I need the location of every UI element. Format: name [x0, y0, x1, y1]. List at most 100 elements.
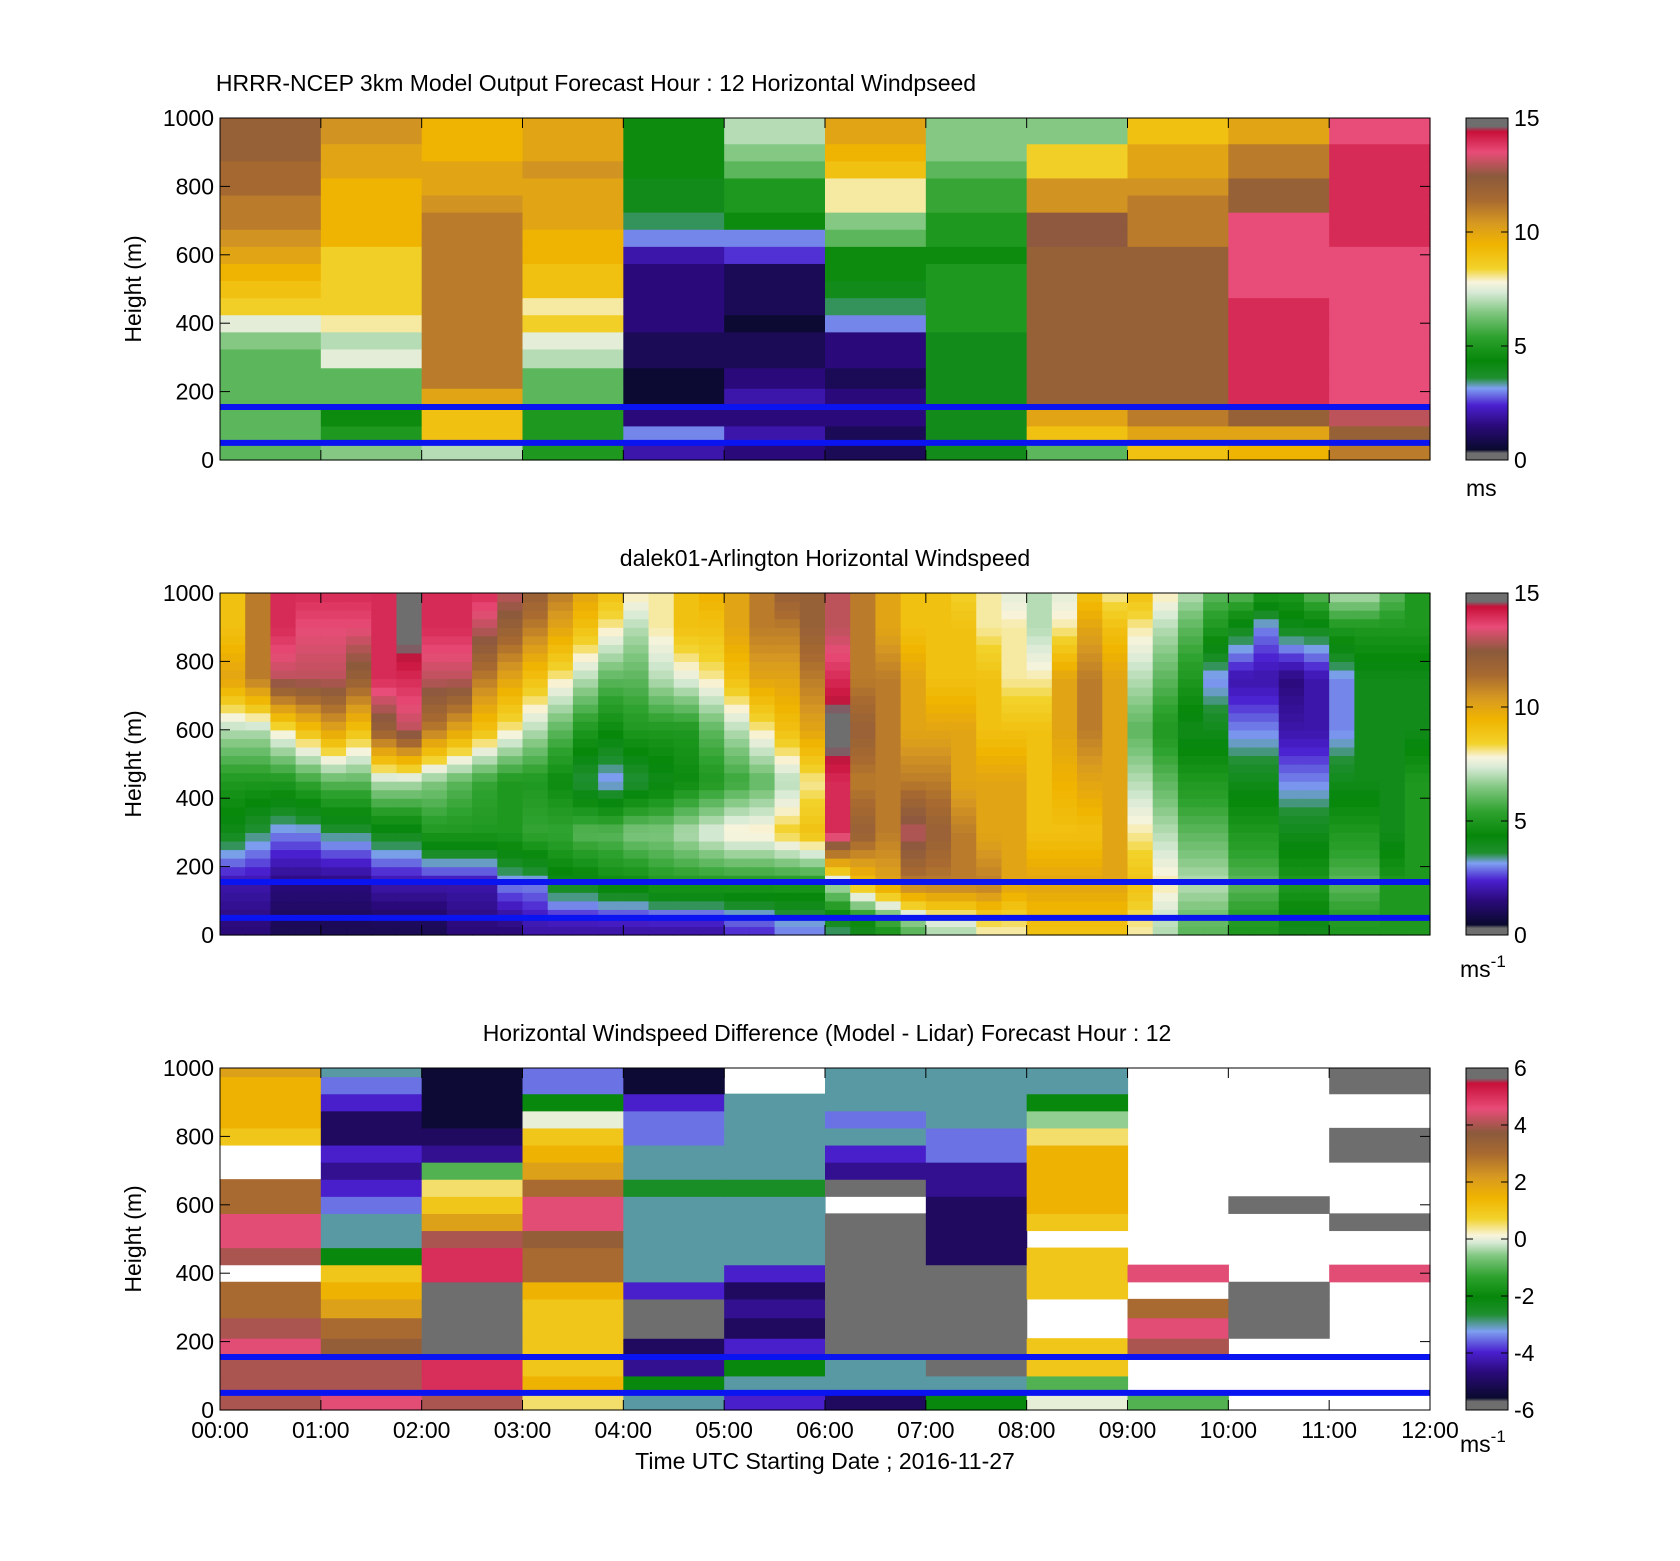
heatmap-cell	[497, 661, 524, 671]
heatmap-cell	[976, 618, 1003, 628]
heatmap-cell	[698, 781, 725, 791]
heatmap-cell	[648, 806, 675, 816]
heatmap-cell	[749, 764, 776, 774]
heatmap-cell	[371, 712, 398, 722]
heatmap-cell	[421, 823, 448, 833]
heatmap-cell	[1102, 781, 1129, 791]
heatmap-cell	[1127, 926, 1154, 936]
heatmap-cell	[245, 669, 272, 680]
heatmap-cell	[371, 687, 398, 697]
heatmap-cell	[799, 755, 826, 765]
heatmap-cell	[320, 712, 347, 722]
heatmap-cell	[749, 926, 776, 936]
heatmap-cell	[875, 687, 902, 697]
heatmap-cell	[825, 618, 851, 628]
heatmap-cell	[346, 704, 372, 714]
heatmap-cell	[522, 618, 549, 628]
heatmap-cell	[320, 618, 347, 628]
heatmap-cell	[1127, 892, 1154, 902]
heatmap-cell	[925, 610, 952, 620]
heatmap-cell	[1354, 909, 1381, 919]
heatmap-cell	[497, 866, 524, 876]
heatmap-cell	[598, 840, 624, 851]
heatmap-cell	[825, 858, 851, 868]
heatmap-cell	[346, 729, 372, 739]
heatmap-cell	[1228, 160, 1330, 179]
heatmap-cell	[951, 849, 977, 859]
heatmap-cell	[1329, 840, 1355, 851]
heatmap-cell	[1228, 738, 1255, 748]
heatmap-cell	[1102, 729, 1129, 739]
heatmap-cell	[1203, 858, 1229, 868]
heatmap-cell	[396, 806, 423, 816]
heatmap-cell	[1127, 263, 1229, 282]
heatmap-cell	[623, 746, 650, 757]
heatmap-cell	[698, 892, 725, 902]
heatmap-cell	[673, 644, 700, 654]
heatmap-cell	[1152, 798, 1179, 808]
heatmap-cell	[1026, 661, 1053, 671]
heatmap-cell	[1379, 738, 1406, 748]
heatmap-cell	[522, 917, 549, 928]
heatmap-cell	[572, 917, 599, 928]
heatmap-cell	[421, 917, 448, 928]
heatmap-cell	[925, 229, 1028, 247]
heatmap-cell	[1026, 712, 1053, 722]
heatmap-cell	[1379, 618, 1406, 628]
heatmap-cell	[623, 883, 650, 893]
heatmap-cell	[472, 917, 498, 928]
heatmap-cell	[673, 866, 700, 876]
heatmap-cell	[1404, 917, 1431, 928]
heatmap-cell	[1026, 314, 1129, 333]
heatmap-cell	[220, 695, 246, 705]
y-tick-label: 0	[201, 922, 214, 948]
heatmap-cell	[1404, 772, 1431, 782]
heatmap-cell	[1329, 627, 1355, 637]
heatmap-cell	[421, 900, 448, 910]
heatmap-cell	[724, 1093, 826, 1112]
heatmap-cell	[673, 627, 700, 637]
heatmap-cell	[320, 425, 423, 444]
heatmap-cell	[472, 593, 498, 603]
heatmap-cell	[497, 883, 524, 893]
heatmap-cell	[1152, 610, 1179, 620]
heatmap-cell	[396, 900, 423, 910]
heatmap-cell	[1354, 900, 1381, 910]
heatmap-cell	[724, 388, 826, 409]
heatmap-cell	[396, 781, 423, 791]
heatmap-cell	[1102, 815, 1129, 825]
heatmap-cell	[774, 721, 801, 731]
heatmap-cell	[925, 712, 952, 722]
heatmap-cell	[522, 635, 549, 645]
heatmap-cell	[825, 229, 927, 247]
heatmap-cell	[1404, 849, 1431, 859]
heatmap-cell	[1077, 678, 1103, 688]
heatmap-cell	[1329, 425, 1431, 444]
heatmap-cell	[1228, 618, 1255, 628]
heatmap-cell	[850, 883, 877, 893]
heatmap-cell	[724, 314, 826, 333]
colorbar-tick-label: 5	[1514, 333, 1527, 359]
heatmap-cell	[774, 755, 801, 765]
heatmap-cell	[547, 798, 574, 808]
heatmap-cell	[1203, 687, 1229, 697]
heatmap-cell	[1026, 1076, 1129, 1095]
heatmap-cell	[220, 212, 322, 230]
heatmap-cell	[421, 746, 448, 757]
heatmap-cell	[1354, 669, 1381, 680]
heatmap-cell	[1026, 635, 1053, 645]
heatmap-cell	[724, 212, 826, 230]
heatmap-cell	[1152, 849, 1179, 859]
heatmap-cell	[1253, 900, 1280, 910]
heatmap-cell	[1026, 781, 1053, 791]
heatmap-cell	[1127, 610, 1154, 620]
heatmap-cell	[598, 789, 624, 799]
heatmap-cell	[1278, 669, 1305, 680]
heatmap-cell	[1329, 1127, 1431, 1146]
heatmap-cell	[396, 644, 423, 654]
heatmap-cell	[825, 900, 851, 910]
heatmap-cell	[220, 652, 246, 662]
heatmap-cell	[1152, 755, 1179, 765]
heatmap-cell	[1379, 627, 1406, 637]
heatmap-cell	[421, 212, 524, 230]
